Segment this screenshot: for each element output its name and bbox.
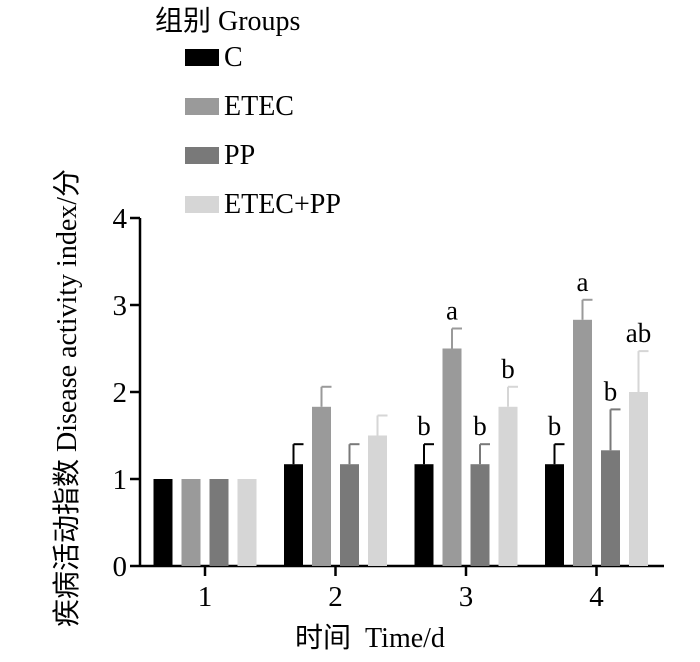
bar [237,479,257,566]
bar [153,479,173,566]
bar [545,464,564,566]
bar [414,464,434,566]
bar [601,450,620,566]
y-tick-label: 1 [113,464,128,496]
significance-label: b [473,411,487,441]
significance-label: a [446,295,458,325]
significance-label: b [501,354,515,384]
bar [442,348,462,566]
bar [629,392,648,566]
legend-swatch [185,98,219,115]
x-tick-label: 2 [328,581,343,613]
x-axis: 1 2 3 4 [140,564,664,613]
bar [284,464,303,566]
legend-label: ETEC+PP [224,189,341,220]
significance-label: b [417,411,431,441]
significance-label: b [548,411,562,441]
x-tick-label: 1 [198,581,213,613]
legend: 组别 Groups C ETEC PP ETEC+PP [155,5,341,220]
legend-label: ETEC [224,91,294,122]
significance-label: b [604,376,618,406]
y-tick-label: 2 [113,377,128,409]
bar [573,319,592,566]
y-tick-label: 4 [113,203,128,235]
legend-title: 组别 Groups [155,5,300,37]
significance-label: ab [626,318,651,348]
legend-swatch [185,147,219,164]
legend-swatch [185,49,219,66]
x-tick-label: 3 [459,581,474,613]
x-axis-title: 时间 Time/d [295,622,445,654]
bar [368,435,387,566]
bar [181,479,201,566]
bar [312,406,331,566]
bar [470,464,490,566]
y-tick-label: 0 [113,551,128,583]
bar [209,479,229,566]
y-axis-title: 疾病活动指数 Disease activity index/分 [51,169,83,627]
x-tick-label: 4 [589,581,604,613]
bar [498,406,518,566]
y-tick-label: 3 [113,290,128,322]
bar [340,464,359,566]
significance-label: a [577,267,589,297]
legend-label: C [224,42,243,73]
y-axis: 0 1 2 3 4 [113,203,142,583]
legend-swatch [185,196,219,213]
legend-label: PP [224,140,255,171]
